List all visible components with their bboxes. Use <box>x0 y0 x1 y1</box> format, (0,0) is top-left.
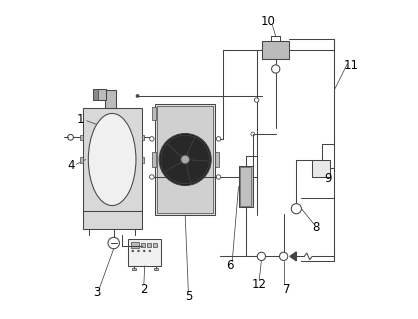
Text: 2: 2 <box>140 283 148 296</box>
Polygon shape <box>186 137 209 162</box>
Circle shape <box>136 94 139 98</box>
Circle shape <box>272 65 280 73</box>
Bar <box>83 211 142 229</box>
Polygon shape <box>164 162 191 184</box>
Circle shape <box>150 137 154 141</box>
Circle shape <box>108 237 120 249</box>
Bar <box>80 135 83 140</box>
Circle shape <box>132 250 134 252</box>
Circle shape <box>159 133 211 186</box>
Circle shape <box>138 250 140 252</box>
Bar <box>142 135 144 140</box>
Bar <box>141 243 145 247</box>
Circle shape <box>255 98 259 102</box>
Bar <box>263 41 289 59</box>
Bar <box>147 243 151 247</box>
Circle shape <box>251 132 255 136</box>
Bar <box>130 242 140 248</box>
Circle shape <box>143 250 145 252</box>
Bar <box>93 89 98 100</box>
Text: 4: 4 <box>67 160 74 172</box>
Polygon shape <box>186 160 209 183</box>
Bar <box>239 166 252 207</box>
Text: 5: 5 <box>185 290 192 303</box>
Bar <box>215 152 219 167</box>
Bar <box>93 89 106 100</box>
Circle shape <box>257 252 265 261</box>
Text: 1: 1 <box>76 113 84 126</box>
Text: 12: 12 <box>252 278 267 292</box>
Text: 3: 3 <box>94 286 101 299</box>
Ellipse shape <box>88 114 136 205</box>
Text: 10: 10 <box>260 15 275 28</box>
Bar <box>155 104 215 215</box>
Text: 6: 6 <box>226 259 233 272</box>
Bar <box>312 160 330 177</box>
Polygon shape <box>290 252 296 261</box>
Bar <box>152 107 155 120</box>
Bar <box>80 157 83 163</box>
Polygon shape <box>161 144 182 172</box>
Bar <box>128 239 161 266</box>
Bar <box>157 106 214 213</box>
Polygon shape <box>167 135 195 157</box>
Bar <box>240 167 251 205</box>
Text: 9: 9 <box>324 172 332 185</box>
Bar <box>154 268 158 270</box>
Bar <box>142 157 144 163</box>
Bar <box>153 243 157 247</box>
Bar <box>152 152 155 167</box>
Text: 8: 8 <box>313 221 320 234</box>
Bar <box>105 90 116 108</box>
Circle shape <box>291 204 301 214</box>
Circle shape <box>280 252 288 261</box>
Circle shape <box>181 155 190 164</box>
Circle shape <box>216 137 221 141</box>
Bar <box>83 108 142 211</box>
Text: 11: 11 <box>344 59 359 72</box>
Bar <box>132 268 135 270</box>
Text: 7: 7 <box>283 283 291 296</box>
Circle shape <box>68 134 74 140</box>
Circle shape <box>149 250 151 252</box>
Circle shape <box>150 175 154 179</box>
Circle shape <box>216 175 221 179</box>
